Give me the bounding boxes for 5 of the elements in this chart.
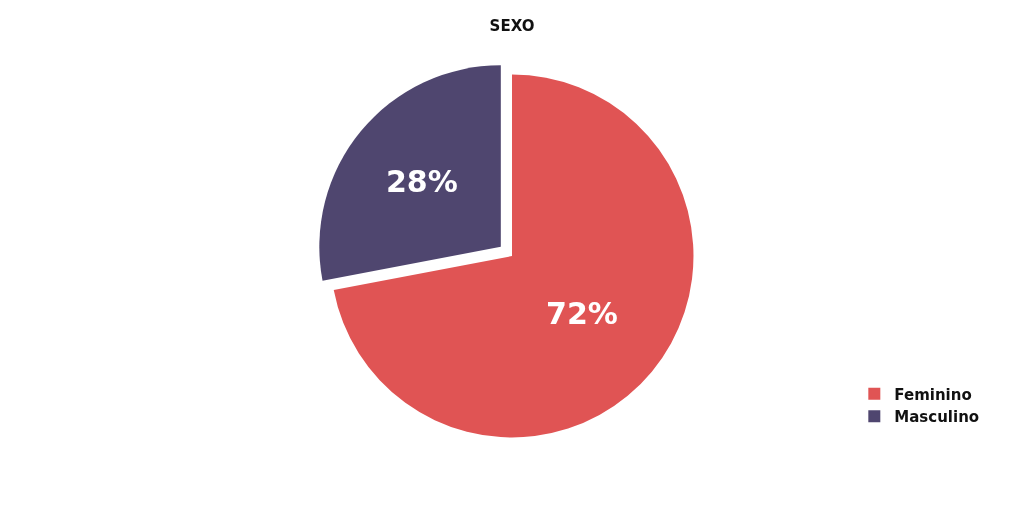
data-label: 28% bbox=[385, 163, 458, 199]
legend-label: Masculino bbox=[894, 408, 980, 426]
data-label: 72% bbox=[546, 296, 618, 332]
legend-label: Feminino bbox=[894, 385, 972, 404]
chart-title: SEXO bbox=[489, 16, 535, 35]
